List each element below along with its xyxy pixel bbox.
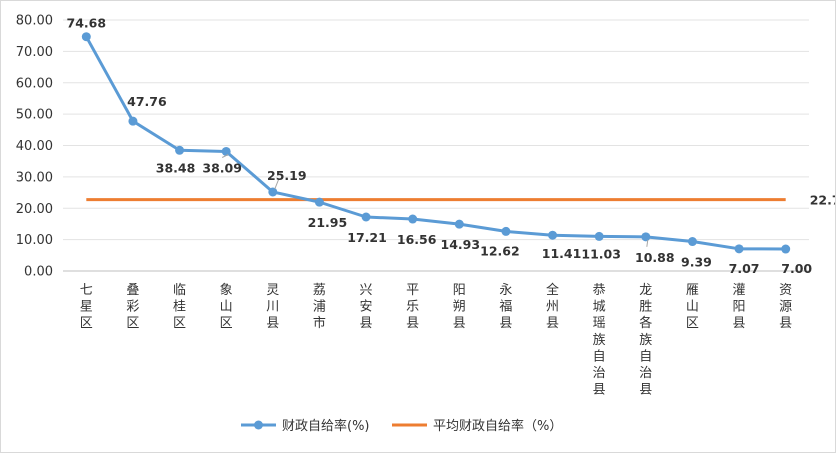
x-tick-label: 资源县 bbox=[779, 283, 792, 331]
y-tick-label: 30.00 bbox=[16, 170, 53, 185]
data-label-leader bbox=[646, 239, 649, 247]
legend-item-average-series: 平均财政自给率（%） bbox=[392, 418, 562, 434]
y-tick-label: 60.00 bbox=[16, 76, 53, 91]
y-tick-label: 0.00 bbox=[24, 265, 53, 280]
y-tick-label: 80.00 bbox=[16, 14, 53, 29]
data-label-leader bbox=[274, 178, 280, 190]
data-point bbox=[594, 231, 604, 241]
data-point bbox=[361, 212, 371, 222]
x-axis-ticks: 七星区 叠彩区 临桂区 象山区 灵川县 荔浦市 兴安县 平乐县 阳朔县 永福县 全州县 恭城瑶族自治县… bbox=[80, 282, 792, 398]
legend-item-main-series: 财政自给率(%) bbox=[241, 418, 370, 434]
data-label: 17.21 bbox=[347, 230, 387, 245]
y-tick-label: 20.00 bbox=[16, 202, 53, 217]
legend-swatch-main-marker bbox=[254, 420, 263, 430]
legend: 财政自给率(%) 平均财政自给率（%） bbox=[241, 418, 562, 434]
data-label: 16.56 bbox=[397, 232, 437, 247]
y-tick-label: 50.00 bbox=[16, 108, 53, 123]
average-value-label: 22.74 bbox=[810, 193, 835, 208]
data-label: 38.09 bbox=[202, 160, 242, 175]
x-tick-label: 象山区 bbox=[220, 283, 233, 331]
data-point bbox=[641, 232, 651, 242]
x-tick-label: 七星区 bbox=[80, 283, 93, 331]
data-label: 7.00 bbox=[781, 261, 812, 276]
data-point bbox=[81, 32, 91, 42]
x-tick-label: 雁山区 bbox=[686, 283, 699, 331]
data-label: 10.88 bbox=[635, 250, 675, 265]
data-label: 11.41 bbox=[542, 246, 582, 261]
data-label: 12.62 bbox=[480, 243, 520, 258]
average-series: 22.74 bbox=[86, 193, 836, 208]
legend-label-main-series: 财政自给率(%) bbox=[282, 418, 370, 434]
x-tick-label: 龙胜各族自治县 bbox=[639, 283, 652, 398]
data-point bbox=[175, 145, 185, 155]
x-tick-label: 阳朔县 bbox=[453, 283, 466, 331]
data-point bbox=[221, 146, 231, 156]
x-tick-label: 灵川县 bbox=[266, 283, 279, 331]
x-tick-label: 临桂区 bbox=[173, 283, 186, 331]
data-point bbox=[268, 187, 278, 197]
x-tick-label: 平乐县 bbox=[406, 283, 419, 331]
data-point bbox=[687, 237, 697, 247]
data-label: 21.95 bbox=[308, 215, 348, 230]
data-point bbox=[781, 244, 791, 254]
y-axis-ticks: 0.00 10.00 20.00 30.00 40.00 50.00 60.00 70.00 8… bbox=[16, 14, 53, 280]
data-label: 14.93 bbox=[441, 237, 481, 252]
x-tick-label: 叠彩区 bbox=[126, 283, 139, 331]
x-tick-label: 恭城瑶族自治县 bbox=[593, 283, 606, 398]
data-label: 38.48 bbox=[156, 160, 196, 175]
data-label: 11.03 bbox=[581, 246, 621, 261]
data-label-leader bbox=[221, 154, 229, 158]
legend-label-average-series: 平均财政自给率（%） bbox=[433, 418, 562, 434]
data-point bbox=[128, 116, 138, 126]
y-tick-label: 40.00 bbox=[16, 139, 53, 154]
main-series bbox=[81, 32, 791, 254]
data-point bbox=[548, 230, 558, 240]
data-point bbox=[314, 197, 324, 207]
series-line bbox=[84, 35, 786, 251]
data-label: 47.76 bbox=[127, 94, 167, 109]
data-point bbox=[454, 219, 464, 229]
data-label: 9.39 bbox=[681, 255, 712, 270]
data-label: 7.07 bbox=[729, 261, 760, 276]
gridlines bbox=[63, 19, 809, 272]
data-label: 74.68 bbox=[67, 16, 107, 31]
x-tick-label: 永福县 bbox=[499, 283, 512, 331]
x-tick-label: 兴安县 bbox=[360, 283, 373, 331]
x-tick-label: 全州县 bbox=[546, 282, 559, 331]
data-point bbox=[734, 244, 744, 254]
x-tick-label: 荔浦市 bbox=[313, 283, 326, 331]
data-label: 25.19 bbox=[267, 168, 307, 183]
y-tick-label: 70.00 bbox=[16, 45, 53, 60]
data-point bbox=[501, 226, 511, 236]
x-tick-label: 灌阳县 bbox=[733, 283, 746, 331]
data-point bbox=[408, 214, 418, 224]
y-tick-label: 10.00 bbox=[16, 233, 53, 248]
